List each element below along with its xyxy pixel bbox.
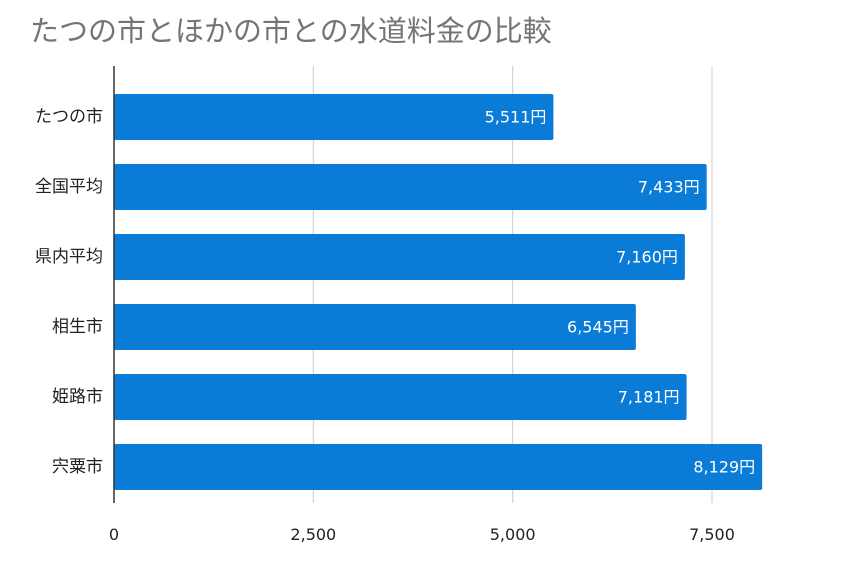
category-label: 相生市 [52, 317, 103, 337]
category-label: 宍粟市 [52, 457, 103, 477]
data-label: 5,511円 [485, 108, 547, 127]
data-label: 6,545円 [567, 318, 629, 337]
category-label: たつの市 [35, 107, 103, 127]
category-label: 姫路市 [52, 387, 103, 407]
bar [114, 374, 687, 420]
x-tick-labels: 0 2,500 5,000 7,500 [109, 525, 735, 544]
data-label: 8,129円 [693, 458, 755, 477]
category-label: 県内平均 [35, 247, 103, 267]
category-label: 全国平均 [35, 177, 103, 197]
bar [114, 94, 554, 140]
bar [114, 304, 636, 350]
x-tick-label: 0 [109, 525, 119, 544]
data-label: 7,433円 [638, 178, 700, 197]
bar [114, 164, 707, 210]
x-tick-label: 7,500 [689, 525, 735, 544]
data-label: 7,160円 [616, 248, 678, 267]
x-tick-label: 2,500 [290, 525, 336, 544]
data-labels: 5,511円 7,433円 7,160円 6,545円 7,181円 8,129円 [485, 108, 756, 477]
bar [114, 234, 685, 280]
x-tick-label: 5,000 [490, 525, 536, 544]
bar [114, 444, 763, 490]
data-label: 7,181円 [618, 388, 680, 407]
bars [114, 94, 763, 490]
chart-title: たつの市とほかの市との水道料金の比較 [30, 14, 552, 48]
